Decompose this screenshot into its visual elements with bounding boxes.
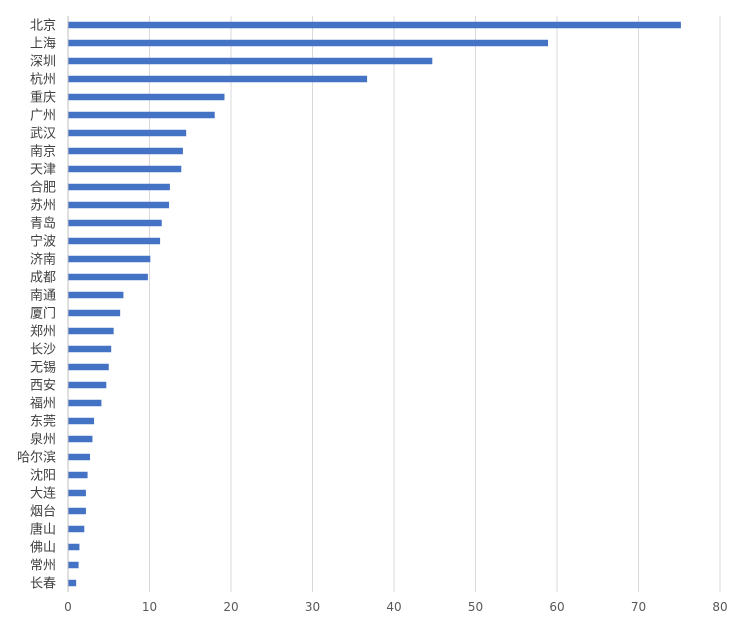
bar-深圳: [68, 57, 433, 65]
category-label: 厦门: [30, 307, 56, 322]
bar-武汉: [68, 129, 187, 137]
bar-南通: [68, 291, 124, 299]
category-label: 青岛: [30, 216, 56, 232]
bars: [68, 21, 681, 587]
category-label: 上海: [30, 37, 56, 52]
bar-佛山: [68, 543, 80, 551]
category-label: 重庆: [30, 90, 56, 106]
x-tick-label: 50: [468, 600, 483, 614]
category-label: 东莞: [30, 415, 56, 430]
x-tick-label: 80: [712, 600, 727, 614]
bar-大连: [68, 489, 86, 497]
category-label: 苏州: [30, 198, 56, 214]
bar-宁波: [68, 237, 161, 245]
bar-福州: [68, 399, 102, 407]
bar-长沙: [68, 345, 112, 353]
category-label: 唐山: [30, 522, 56, 538]
category-label: 无锡: [30, 361, 56, 376]
bar-上海: [68, 39, 549, 47]
bar-成都: [68, 273, 148, 281]
category-label: 长沙: [30, 343, 56, 358]
category-label: 西安: [30, 379, 56, 394]
category-label: 济南: [30, 252, 56, 268]
bar-北京: [68, 21, 681, 29]
category-label: 成都: [30, 271, 56, 286]
category-label: 烟台: [30, 505, 56, 520]
bar-青岛: [68, 219, 162, 227]
bar-南京: [68, 147, 183, 155]
x-tick-label: 40: [386, 600, 401, 614]
bar-合肥: [68, 183, 170, 191]
bar-杭州: [68, 75, 368, 83]
bar-济南: [68, 255, 151, 263]
category-label: 南京: [30, 144, 56, 160]
x-tick-label: 30: [305, 600, 320, 614]
bar-重庆: [68, 93, 225, 101]
x-tick-label: 60: [549, 600, 564, 614]
category-label: 常州: [30, 559, 56, 574]
x-tick-label: 70: [631, 600, 646, 614]
category-label: 宁波: [30, 234, 56, 250]
bar-泉州: [68, 435, 93, 443]
x-tick-labels: 0 10 20 30 40 50 60 70 80: [64, 600, 727, 614]
category-label: 佛山: [30, 541, 56, 556]
bar-厦门: [68, 309, 121, 317]
category-label: 郑州: [30, 325, 56, 340]
category-label: 天津: [30, 163, 56, 178]
bar-沈阳: [68, 471, 88, 479]
bar-东莞: [68, 417, 95, 425]
bar-唐山: [68, 525, 85, 533]
x-tick-label: 0: [64, 600, 72, 614]
bar-烟台: [68, 507, 86, 515]
bar-郑州: [68, 327, 114, 335]
category-label: 合肥: [30, 181, 56, 196]
bar-天津: [68, 165, 182, 173]
category-label: 长春: [30, 577, 56, 592]
category-label: 北京: [30, 19, 56, 34]
x-tick-label: 20: [223, 600, 238, 614]
bar-西安: [68, 381, 107, 389]
category-label: 武汉: [30, 127, 56, 142]
category-label: 泉州: [30, 432, 56, 448]
category-label: 深圳: [30, 55, 56, 70]
category-label: 杭州: [30, 73, 56, 88]
bar-广州: [68, 111, 215, 119]
category-label: 南通: [30, 288, 56, 304]
bar-常州: [68, 561, 79, 569]
category-label: 广州: [30, 109, 56, 124]
gridlines: [149, 16, 721, 592]
x-tick-label: 10: [142, 600, 157, 614]
category-label: 沈阳: [30, 469, 56, 484]
category-label: 哈尔滨: [17, 450, 56, 466]
bar-长春: [68, 579, 77, 587]
category-labels: 北京上海深圳杭州重庆广州武汉南京天津合肥苏州青岛宁波济南成都南通厦门郑州长沙无锡…: [17, 19, 56, 592]
category-label: 大连: [30, 486, 56, 502]
bar-无锡: [68, 363, 109, 371]
bar-苏州: [68, 201, 170, 209]
category-label: 福州: [30, 397, 56, 412]
bar-哈尔滨: [68, 453, 91, 461]
